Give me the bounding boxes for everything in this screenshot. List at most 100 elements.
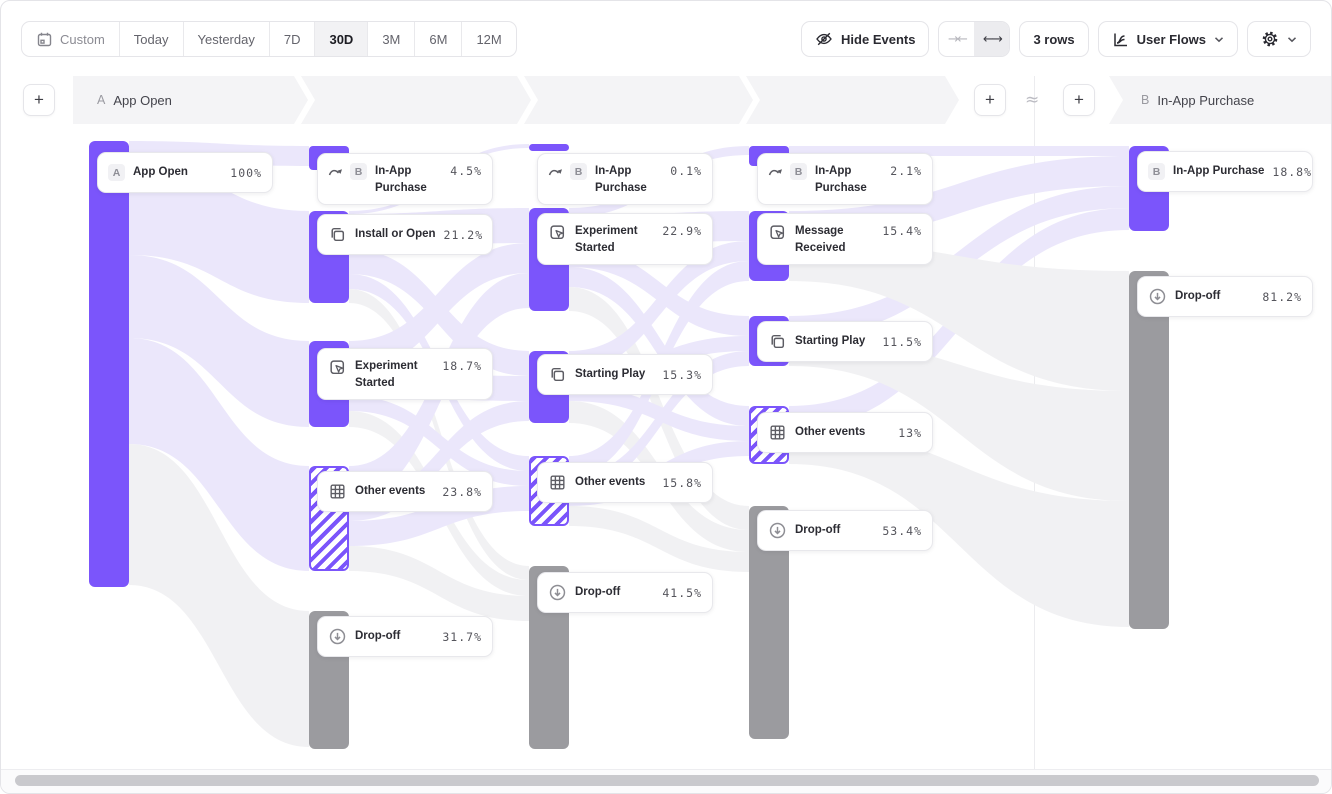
hide-events-label: Hide Events	[841, 31, 916, 47]
flow-node-other-events[interactable]: Other events 23.8%	[317, 471, 493, 512]
node-value: 11.5%	[882, 334, 922, 349]
start-event-header[interactable]: A App Open	[97, 76, 172, 124]
rows-button[interactable]: 3 rows	[1019, 21, 1089, 57]
date-range-3m[interactable]: 3M	[368, 22, 416, 56]
flow-node-in-app-purchase[interactable]: B In-App Purchase 0.1%	[537, 153, 713, 205]
flow-bar-in-app-purchase[interactable]	[529, 144, 569, 151]
flow-divider	[1034, 76, 1035, 769]
node-icon-group	[768, 223, 787, 242]
date-range-30d[interactable]: 30D	[315, 22, 369, 56]
node-value: 18.8%	[1272, 164, 1313, 179]
settings-button[interactable]	[1247, 21, 1311, 57]
node-value: 13%	[898, 425, 922, 440]
end-event-header[interactable]: B In-App Purchase	[1141, 76, 1254, 124]
calendar-icon	[36, 31, 53, 48]
node-icon-group: B	[548, 163, 587, 180]
hide-events-button[interactable]: Hide Events	[801, 21, 930, 57]
dropoff-icon	[548, 583, 567, 602]
scrollbar-thumb[interactable]	[15, 775, 1319, 786]
scrollbar-track	[1, 769, 1331, 793]
node-value: 23.8%	[442, 484, 482, 499]
flow-node-experiment-started[interactable]: Experiment Started 18.7%	[317, 348, 493, 400]
date-range-7d[interactable]: 7D	[270, 22, 316, 56]
node-label: Other events	[795, 426, 866, 439]
node-value: 15.4%	[882, 224, 922, 238]
dropoff-icon	[1148, 287, 1167, 306]
flow-node-install-or-open[interactable]: Install or Open 21.2%	[317, 214, 493, 255]
date-range-label: 3M	[382, 31, 401, 47]
date-range-label: Custom	[60, 31, 105, 47]
flow-node-drop-off[interactable]: Drop-off 53.4%	[757, 510, 933, 551]
collapse-arrows-icon[interactable]: →←	[948, 31, 968, 47]
flow-node-other-events[interactable]: Other events 15.8%	[537, 462, 713, 503]
flow-bar-app-open[interactable]	[89, 141, 129, 587]
date-range-label: 6M	[429, 31, 448, 47]
gear-icon	[1261, 30, 1279, 48]
node-value: 15.8%	[662, 475, 702, 490]
flow-node-other-events[interactable]: Other events 13%	[757, 412, 933, 453]
eye-off-icon	[815, 30, 833, 48]
node-label: Experiment Started	[575, 225, 638, 254]
node-icon-group: A	[108, 164, 125, 181]
date-range-today[interactable]: Today	[120, 22, 184, 56]
add-step-right-button[interactable]: +	[1063, 84, 1095, 116]
node-value: 53.4%	[882, 523, 922, 538]
chevron-down-icon	[1287, 36, 1297, 43]
node-icon-group	[548, 473, 567, 492]
node-value: 21.2%	[443, 227, 484, 242]
date-range-label: Yesterday	[197, 31, 255, 47]
toolbar: Custom Today Yesterday 7D 30D 3M 6M 12M Hide Ev…	[21, 21, 1311, 57]
chevron-down-icon	[1214, 36, 1224, 43]
dropoff-icon	[768, 521, 787, 540]
flow-node-drop-off[interactable]: Drop-off 81.2%	[1137, 276, 1313, 317]
date-range-yesterday[interactable]: Yesterday	[184, 22, 270, 56]
node-value: 41.5%	[662, 585, 702, 600]
date-range-custom[interactable]: Custom	[22, 22, 120, 56]
end-event-letter: B	[1141, 93, 1150, 107]
node-label: Drop-off	[355, 630, 401, 643]
node-label: Starting Play	[795, 335, 866, 348]
flow-node-in-app-purchase[interactable]: B In-App Purchase 2.1%	[757, 153, 933, 205]
flow-arrow-icon	[548, 165, 564, 179]
flow-node-app-open[interactable]: A App Open 100%	[97, 152, 273, 193]
add-step-left-button[interactable]: +	[23, 84, 55, 116]
flow-node-in-app-purchase[interactable]: B In-App Purchase 18.8%	[1137, 151, 1313, 192]
node-label: In-App Purchase	[1173, 165, 1265, 178]
flow-node-drop-off[interactable]: Drop-off 31.7%	[317, 616, 493, 657]
flow-bar-drop-off[interactable]	[1129, 271, 1169, 629]
flow-arrow-icon	[768, 165, 784, 179]
node-icon-group	[768, 521, 787, 540]
expand-arrows-icon[interactable]: ←→	[974, 22, 1010, 56]
copy-icon	[768, 332, 787, 351]
node-icon-group	[328, 482, 347, 501]
date-range-label: 12M	[476, 31, 502, 47]
dropoff-icon	[328, 627, 347, 646]
interact-icon	[548, 223, 567, 242]
event-badge: A	[108, 164, 125, 181]
node-value: 100%	[230, 165, 262, 180]
date-range-selector: Custom Today Yesterday 7D 30D 3M 6M 12M	[21, 21, 517, 57]
flow-node-starting-play[interactable]: Starting Play 15.3%	[537, 354, 713, 395]
event-badge: B	[350, 163, 367, 180]
view-selector-button[interactable]: User Flows	[1097, 21, 1238, 57]
node-icon-group	[328, 627, 347, 646]
flow-node-drop-off[interactable]: Drop-off 41.5%	[537, 572, 713, 613]
flow-node-experiment-started[interactable]: Experiment Started 22.9%	[537, 213, 713, 265]
date-range-6m[interactable]: 6M	[415, 22, 463, 56]
node-label: Drop-off	[1175, 290, 1221, 303]
copy-icon	[548, 365, 567, 384]
event-badge: B	[790, 163, 807, 180]
event-badge: B	[570, 163, 587, 180]
start-event-label: App Open	[113, 92, 172, 108]
add-step-middle-button[interactable]: +	[974, 84, 1006, 116]
flow-node-message-received[interactable]: Message Received 15.4%	[757, 213, 933, 265]
node-value: 0.1%	[670, 164, 702, 178]
date-range-12m[interactable]: 12M	[462, 22, 515, 56]
toolbar-right: Hide Events →← ←→ 3 rows User Flows	[801, 21, 1311, 57]
node-icon-group	[328, 225, 347, 244]
flow-node-starting-play[interactable]: Starting Play 11.5%	[757, 321, 933, 362]
node-value: 81.2%	[1262, 289, 1302, 304]
flow-node-in-app-purchase[interactable]: B In-App Purchase 4.5%	[317, 153, 493, 205]
interact-icon	[768, 223, 787, 242]
